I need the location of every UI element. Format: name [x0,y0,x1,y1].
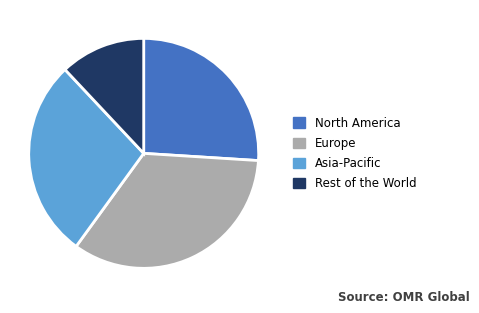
Wedge shape [144,38,259,161]
Wedge shape [65,38,144,153]
Text: Source: OMR Global: Source: OMR Global [338,290,469,304]
Legend: North America, Europe, Asia-Pacific, Rest of the World: North America, Europe, Asia-Pacific, Res… [293,117,416,190]
Wedge shape [29,69,144,246]
Wedge shape [76,153,259,268]
